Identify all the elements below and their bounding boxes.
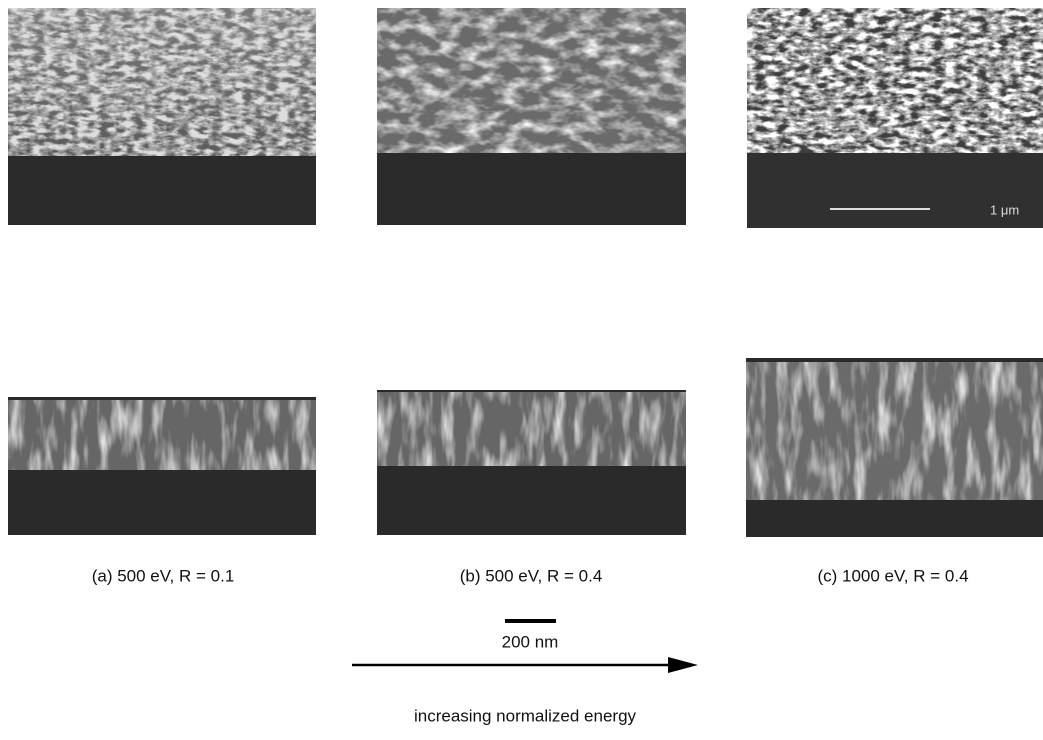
micrograph-c-top: 1 μm xyxy=(747,8,1043,228)
micrograph-b-top xyxy=(377,8,686,225)
arrow-label: increasing normalized energy xyxy=(414,706,637,725)
micrograph-c-cross xyxy=(746,358,1043,537)
micrograph-a-top xyxy=(8,8,316,225)
panel-caption: (a) 500 eV, R = 0.1 xyxy=(92,566,235,585)
panel-caption: (b) 500 eV, R = 0.4 xyxy=(460,566,603,585)
micrograph-b-cross xyxy=(377,390,686,535)
micrograph-a-cross xyxy=(8,397,316,535)
micrograph-scale-label: 1 μm xyxy=(990,202,1019,217)
scale-bar-label: 200 nm xyxy=(502,632,559,651)
arrow-head xyxy=(668,657,698,673)
panel-caption: (c) 1000 eV, R = 0.4 xyxy=(817,566,968,585)
